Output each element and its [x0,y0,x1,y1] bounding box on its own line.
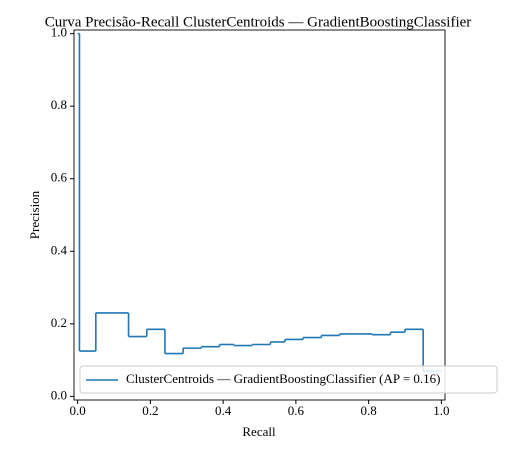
legend: ClusterCentroids — GradientBoostingClass… [79,365,498,394]
legend-label: ClusterCentroids — GradientBoostingClass… [126,371,441,386]
y-tick-label: 0.8 [51,97,67,112]
y-tick-label: 0.2 [51,315,67,330]
x-tick-label: 0.4 [215,403,232,418]
legend-box [79,365,498,394]
x-tick-label: 0.8 [360,403,376,418]
y-tick-label: 1.0 [51,25,67,40]
x-tick-label: 1.0 [433,403,449,418]
y-tick-label: 0.6 [51,170,68,185]
x-axis-label: Recall [242,424,276,439]
chart-title: Curva Precisão-Recall ClusterCentroids —… [45,14,472,30]
x-tick-label: 0.6 [288,403,305,418]
y-tick-label: 0.4 [51,242,68,257]
x-tick-label: 0.2 [142,403,158,418]
y-tick-label: 0.0 [51,387,67,402]
x-tick-label: 0.0 [70,403,86,418]
y-axis-label: Precision [27,190,42,239]
plot-frame [73,29,446,401]
